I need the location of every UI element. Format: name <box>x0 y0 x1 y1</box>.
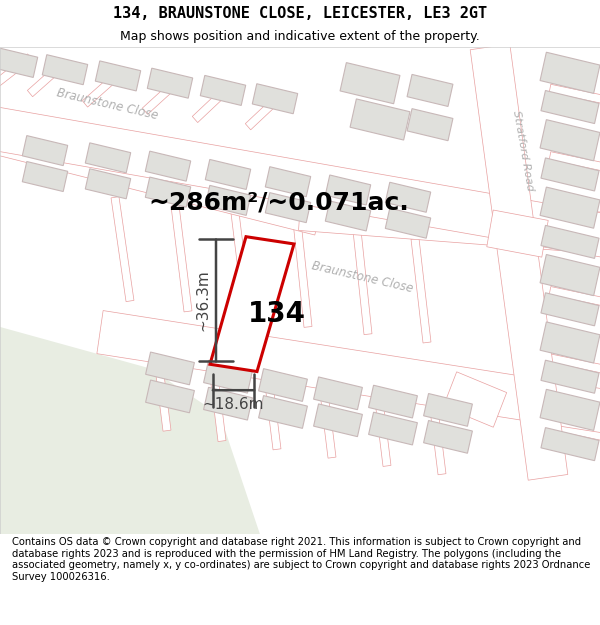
Polygon shape <box>42 55 88 85</box>
Polygon shape <box>82 69 122 107</box>
Polygon shape <box>411 238 431 343</box>
Polygon shape <box>145 151 191 181</box>
Polygon shape <box>28 59 68 97</box>
Polygon shape <box>385 182 431 213</box>
Polygon shape <box>549 84 600 105</box>
Polygon shape <box>210 237 294 371</box>
Polygon shape <box>350 99 410 140</box>
Polygon shape <box>541 360 599 393</box>
Polygon shape <box>549 286 600 307</box>
Polygon shape <box>265 167 311 197</box>
Polygon shape <box>443 372 506 428</box>
Polygon shape <box>293 221 312 328</box>
Polygon shape <box>424 394 472 426</box>
Polygon shape <box>145 177 191 207</box>
Polygon shape <box>316 359 336 458</box>
Polygon shape <box>541 226 599 258</box>
Polygon shape <box>314 377 362 409</box>
Polygon shape <box>205 186 251 216</box>
Polygon shape <box>541 428 599 461</box>
Polygon shape <box>540 187 600 228</box>
Polygon shape <box>487 210 548 257</box>
Polygon shape <box>259 396 307 428</box>
Polygon shape <box>549 219 600 240</box>
Polygon shape <box>0 106 600 257</box>
Text: ~18.6m: ~18.6m <box>203 398 264 412</box>
Polygon shape <box>147 68 193 98</box>
Text: Braunstone Close: Braunstone Close <box>55 86 159 122</box>
Text: Map shows position and indicative extent of the property.: Map shows position and indicative extent… <box>120 30 480 43</box>
Polygon shape <box>146 352 194 385</box>
Polygon shape <box>541 292 599 326</box>
Polygon shape <box>231 213 252 319</box>
Text: Stratford Road: Stratford Road <box>511 109 535 192</box>
Polygon shape <box>325 201 371 231</box>
Polygon shape <box>353 230 372 334</box>
Polygon shape <box>541 158 599 191</box>
Polygon shape <box>0 48 38 78</box>
Polygon shape <box>424 421 472 453</box>
Text: 134, BRAUNSTONE CLOSE, LEICESTER, LE3 2GT: 134, BRAUNSTONE CLOSE, LEICESTER, LE3 2G… <box>113 6 487 21</box>
Polygon shape <box>200 76 246 106</box>
Polygon shape <box>151 335 171 431</box>
Text: ~36.3m: ~36.3m <box>196 269 211 331</box>
Polygon shape <box>540 389 600 431</box>
Polygon shape <box>407 109 453 141</box>
Polygon shape <box>540 322 600 363</box>
Polygon shape <box>407 74 453 106</box>
Polygon shape <box>0 54 32 92</box>
Polygon shape <box>171 205 192 312</box>
Polygon shape <box>540 254 600 296</box>
Polygon shape <box>85 169 131 199</box>
Polygon shape <box>340 62 400 104</box>
Polygon shape <box>206 343 226 441</box>
Polygon shape <box>0 107 325 235</box>
Polygon shape <box>193 85 230 122</box>
Polygon shape <box>203 388 253 420</box>
Polygon shape <box>371 368 391 466</box>
Polygon shape <box>368 412 418 445</box>
Polygon shape <box>549 421 600 442</box>
Polygon shape <box>549 354 600 374</box>
Polygon shape <box>245 94 283 130</box>
Polygon shape <box>368 385 418 418</box>
Polygon shape <box>549 152 600 173</box>
Text: Braunstone Close: Braunstone Close <box>310 259 414 295</box>
Polygon shape <box>22 136 68 166</box>
Polygon shape <box>85 143 131 173</box>
Polygon shape <box>259 369 307 401</box>
Polygon shape <box>111 197 134 302</box>
Polygon shape <box>299 189 600 254</box>
Polygon shape <box>0 327 260 534</box>
Polygon shape <box>470 44 568 480</box>
Polygon shape <box>325 175 371 205</box>
Polygon shape <box>540 119 600 161</box>
Polygon shape <box>205 159 251 189</box>
Polygon shape <box>540 52 600 93</box>
Polygon shape <box>142 78 181 114</box>
Polygon shape <box>261 351 281 450</box>
Polygon shape <box>541 91 599 124</box>
Polygon shape <box>252 84 298 114</box>
Polygon shape <box>22 161 68 191</box>
Polygon shape <box>203 361 253 393</box>
Polygon shape <box>314 404 362 437</box>
Polygon shape <box>265 192 311 222</box>
Polygon shape <box>97 311 600 434</box>
Text: 134: 134 <box>248 301 306 329</box>
Text: ~286m²/~0.071ac.: ~286m²/~0.071ac. <box>148 191 409 214</box>
Polygon shape <box>95 61 141 91</box>
Polygon shape <box>146 380 194 412</box>
Text: Contains OS data © Crown copyright and database right 2021. This information is : Contains OS data © Crown copyright and d… <box>12 537 590 582</box>
Polygon shape <box>426 376 446 475</box>
Polygon shape <box>385 208 431 238</box>
